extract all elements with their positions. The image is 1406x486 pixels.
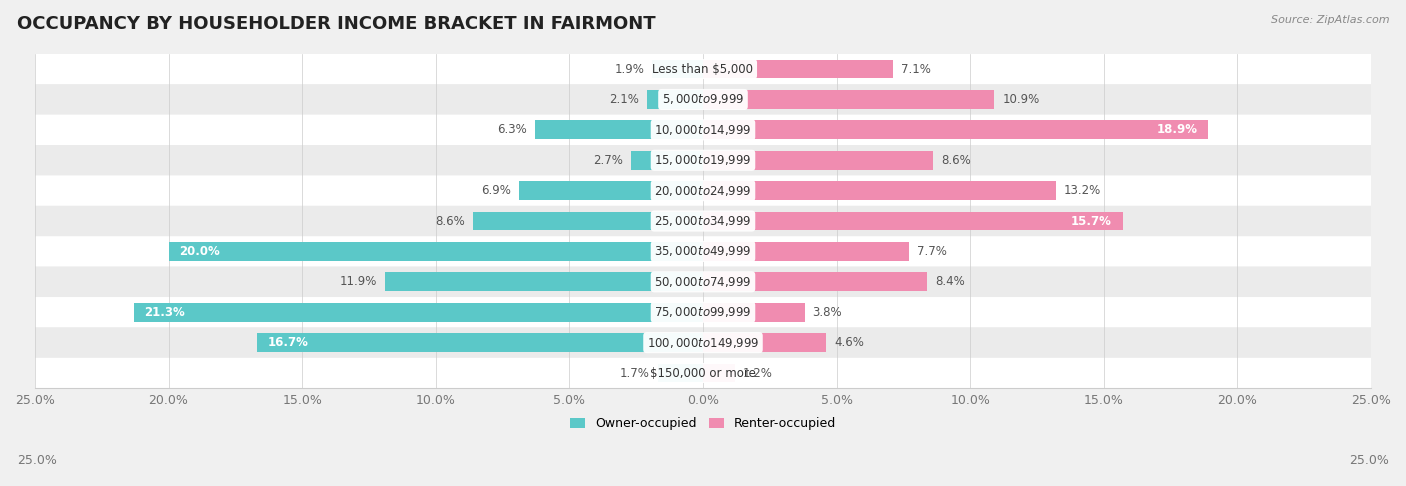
FancyBboxPatch shape (35, 206, 1371, 236)
Text: 25.0%: 25.0% (17, 453, 56, 467)
FancyBboxPatch shape (35, 145, 1371, 175)
Text: $100,000 to $149,999: $100,000 to $149,999 (647, 336, 759, 349)
Bar (658, 364, 703, 382)
Text: 6.9%: 6.9% (481, 184, 510, 197)
Bar (703, 151, 932, 170)
Text: 16.7%: 16.7% (267, 336, 308, 349)
Bar (134, 303, 703, 322)
Text: $50,000 to $74,999: $50,000 to $74,999 (654, 275, 752, 289)
Bar (703, 90, 994, 109)
Text: 18.9%: 18.9% (1156, 123, 1198, 137)
Text: 4.6%: 4.6% (834, 336, 863, 349)
Bar (257, 333, 703, 352)
Text: $150,000 or more: $150,000 or more (650, 366, 756, 380)
Bar (385, 273, 703, 291)
Text: OCCUPANCY BY HOUSEHOLDER INCOME BRACKET IN FAIRMONT: OCCUPANCY BY HOUSEHOLDER INCOME BRACKET … (17, 15, 655, 33)
Text: $25,000 to $34,999: $25,000 to $34,999 (654, 214, 752, 228)
Text: 6.3%: 6.3% (496, 123, 527, 137)
FancyBboxPatch shape (35, 267, 1371, 297)
FancyBboxPatch shape (35, 84, 1371, 115)
Text: 2.1%: 2.1% (609, 93, 638, 106)
FancyBboxPatch shape (35, 54, 1371, 84)
FancyBboxPatch shape (35, 175, 1371, 206)
Bar (703, 364, 735, 382)
FancyBboxPatch shape (35, 328, 1371, 358)
Text: $20,000 to $24,999: $20,000 to $24,999 (654, 184, 752, 198)
Text: Source: ZipAtlas.com: Source: ZipAtlas.com (1271, 15, 1389, 25)
Bar (631, 151, 703, 170)
Text: 1.9%: 1.9% (614, 63, 644, 76)
Text: 2.7%: 2.7% (593, 154, 623, 167)
Text: 7.7%: 7.7% (917, 245, 946, 258)
FancyBboxPatch shape (35, 358, 1371, 388)
Bar (647, 90, 703, 109)
Text: $15,000 to $19,999: $15,000 to $19,999 (654, 153, 752, 167)
Bar (534, 121, 703, 139)
Text: $10,000 to $14,999: $10,000 to $14,999 (654, 123, 752, 137)
Text: $75,000 to $99,999: $75,000 to $99,999 (654, 305, 752, 319)
Text: Less than $5,000: Less than $5,000 (652, 63, 754, 76)
Bar (519, 181, 703, 200)
Bar (703, 303, 804, 322)
Bar (474, 211, 703, 230)
Text: 21.3%: 21.3% (145, 306, 186, 319)
Text: $35,000 to $49,999: $35,000 to $49,999 (654, 244, 752, 259)
Text: 15.7%: 15.7% (1071, 214, 1112, 227)
Text: 25.0%: 25.0% (1350, 453, 1389, 467)
FancyBboxPatch shape (35, 236, 1371, 267)
Bar (703, 60, 893, 79)
Text: 8.6%: 8.6% (436, 214, 465, 227)
Text: 8.6%: 8.6% (941, 154, 970, 167)
Text: 1.7%: 1.7% (620, 366, 650, 380)
FancyBboxPatch shape (35, 297, 1371, 328)
Text: 1.2%: 1.2% (744, 366, 773, 380)
Text: 8.4%: 8.4% (935, 276, 966, 288)
Legend: Owner-occupied, Renter-occupied: Owner-occupied, Renter-occupied (565, 413, 841, 435)
Bar (703, 333, 825, 352)
Bar (703, 121, 1208, 139)
Bar (703, 242, 908, 261)
Bar (703, 273, 928, 291)
Text: 3.8%: 3.8% (813, 306, 842, 319)
Bar (652, 60, 703, 79)
Text: 7.1%: 7.1% (901, 63, 931, 76)
Text: 11.9%: 11.9% (340, 276, 377, 288)
Text: 10.9%: 10.9% (1002, 93, 1039, 106)
Bar (703, 181, 1056, 200)
Text: $5,000 to $9,999: $5,000 to $9,999 (662, 92, 744, 106)
Bar (169, 242, 703, 261)
Bar (703, 211, 1122, 230)
Text: 20.0%: 20.0% (179, 245, 219, 258)
Text: 13.2%: 13.2% (1064, 184, 1101, 197)
FancyBboxPatch shape (35, 115, 1371, 145)
